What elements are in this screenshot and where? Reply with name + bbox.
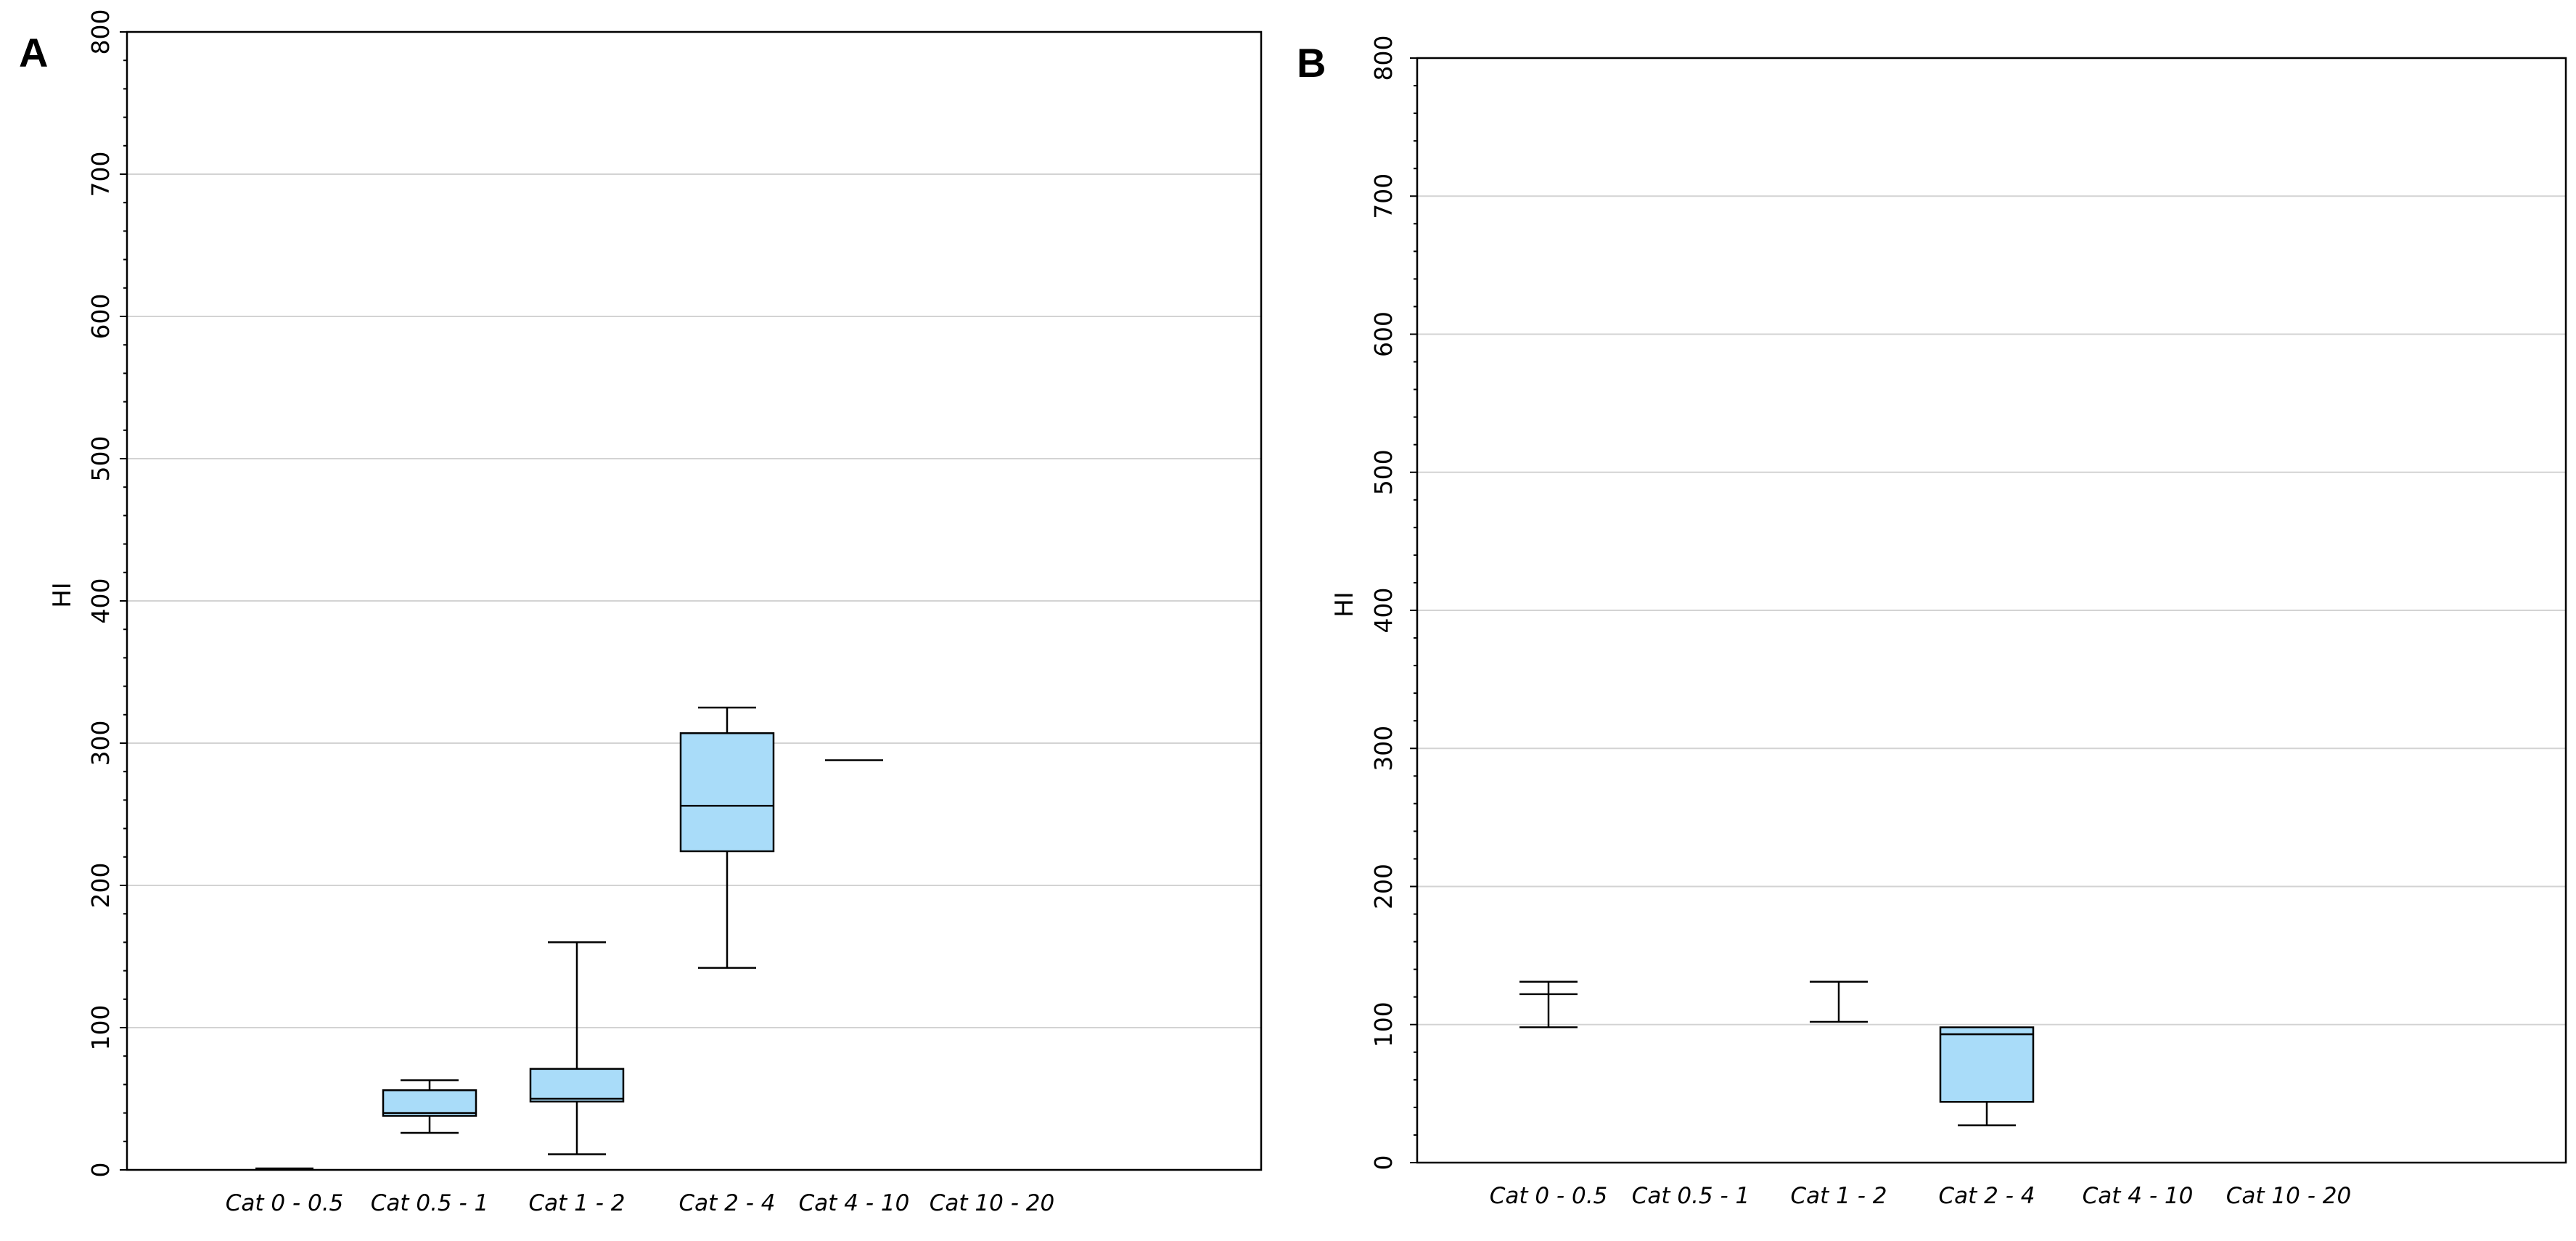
y-tick-label: 800 <box>86 9 115 55</box>
y-tick-label: 400 <box>86 578 115 624</box>
y-tick-label: 200 <box>1369 864 1398 909</box>
y-tick-label: 100 <box>1369 1002 1398 1047</box>
box-iqr <box>1939 1026 2035 1103</box>
box-iqr <box>679 732 775 853</box>
y-tick-label: 700 <box>1369 173 1398 219</box>
y-tick-label: 400 <box>1369 588 1398 634</box>
x-category-label: Cat 0 - 0.5 <box>226 1190 344 1216</box>
x-category-label: Cat 10 - 20 <box>2226 1183 2351 1209</box>
y-tick-label: 600 <box>86 294 115 340</box>
x-category-label: Cat 10 - 20 <box>930 1190 1054 1216</box>
y-tick-label: 300 <box>86 721 115 766</box>
y-tick-label: 0 <box>1369 1155 1398 1171</box>
panel-label-B: B <box>1297 40 1326 86</box>
x-category-label: Cat 0.5 - 1 <box>1632 1183 1750 1209</box>
x-category-label: Cat 4 - 10 <box>2083 1183 2194 1209</box>
x-category-label: Cat 0.5 - 1 <box>371 1190 489 1216</box>
y-tick-label: 200 <box>86 863 115 909</box>
panel-label-A: A <box>19 30 48 75</box>
y-tick-label: 600 <box>1369 311 1398 357</box>
x-category-label: Cat 2 - 4 <box>679 1190 776 1216</box>
y-axis-title: HI <box>1330 591 1359 618</box>
x-category-label: Cat 2 - 4 <box>1939 1183 2035 1209</box>
box-iqr <box>382 1089 477 1117</box>
y-tick-label: 100 <box>86 1005 115 1051</box>
y-tick-label: 0 <box>86 1163 115 1178</box>
x-category-label: Cat 1 - 2 <box>529 1190 625 1216</box>
y-axis-title: HI <box>48 582 77 608</box>
x-category-label: Cat 0 - 0.5 <box>1490 1183 1608 1209</box>
plot-frame-B <box>1416 57 2567 1164</box>
y-tick-label: 500 <box>86 436 115 482</box>
box-iqr <box>529 1068 625 1103</box>
plot-frame-A <box>126 30 1263 1171</box>
x-category-label: Cat 1 - 2 <box>1791 1183 1887 1209</box>
y-tick-label: 800 <box>1369 36 1398 81</box>
y-tick-label: 300 <box>1369 726 1398 771</box>
y-tick-label: 500 <box>1369 449 1398 495</box>
y-tick-label: 700 <box>86 152 115 197</box>
x-category-label: Cat 4 - 10 <box>799 1190 910 1216</box>
